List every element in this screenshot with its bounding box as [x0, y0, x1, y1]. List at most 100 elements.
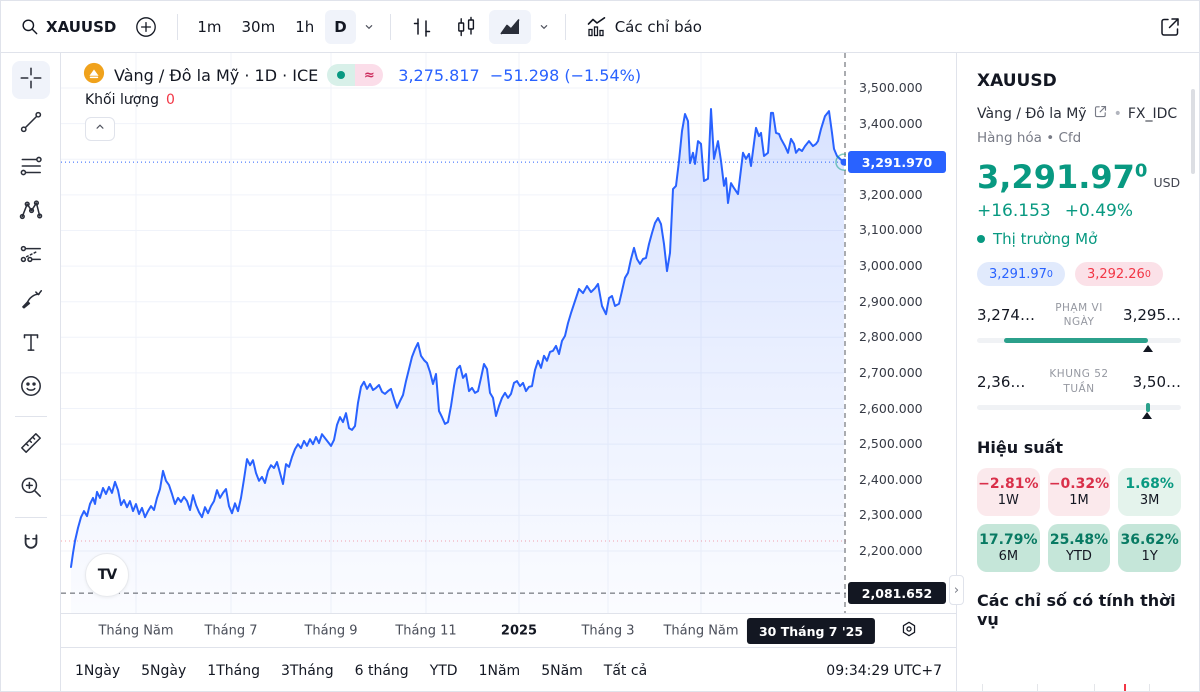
day-range-block: 3,274… PHẠM VI NGÀY 3,295… [977, 301, 1181, 353]
publish-button[interactable] [1149, 10, 1191, 44]
indicators-icon [585, 15, 609, 39]
range-1y[interactable]: 1Năm [478, 662, 521, 679]
crosshair-tool[interactable] [11, 61, 50, 99]
text-tool[interactable] [12, 325, 50, 363]
tools-divider [14, 517, 47, 518]
trend-line-tool[interactable] [12, 105, 50, 143]
tradingview-logo[interactable]: TV [85, 553, 129, 597]
zoom-in-tool[interactable] [12, 470, 50, 508]
range-3m[interactable]: 3Tháng [280, 662, 334, 679]
range-1d[interactable]: 1Ngày [75, 662, 121, 679]
range-5d[interactable]: 5Ngày [141, 662, 187, 679]
price-tick: 3,000.000 [859, 258, 923, 274]
crosshair-date-badge: 30 Tháng 7 '25 [746, 618, 876, 644]
bars-chart-icon [410, 15, 434, 39]
day-range-fill [1003, 338, 1149, 344]
top-toolbar: XAUUSD 1m 30m 1h D Các chỉ báo [1, 1, 1199, 53]
price-tick: 2,600.000 [859, 400, 923, 416]
smiley-icon [18, 373, 44, 403]
perf-tile-3m: 1.68% 3M [1118, 467, 1181, 516]
market-open-dot-icon [977, 235, 985, 243]
week52-tick [1146, 402, 1151, 412]
range-1m[interactable]: 1Tháng [207, 662, 260, 679]
low-price-badge: 2,081.652 [848, 582, 946, 605]
time-tick: 2025 [500, 623, 538, 638]
compare-add-button[interactable] [125, 10, 167, 44]
price-tick: 2,700.000 [859, 364, 923, 380]
price-axis[interactable]: 3,500.000 3,400.000 3,200.000 3,100.000 3,00… [846, 53, 956, 613]
day-range-label: PHẠM VI NGÀY [1055, 302, 1103, 329]
external-link-icon [1158, 15, 1182, 39]
chart-pane[interactable]: Vàng / Đô la Mỹ · 1D · ICE ≈ 3,275.817 −… [61, 53, 846, 613]
emoji-tool[interactable] [12, 369, 50, 407]
range-all[interactable]: Tất cả [603, 662, 648, 679]
drawing-toolbar [1, 53, 61, 691]
timeframe-1h[interactable]: 1h [286, 10, 323, 44]
projection-tool[interactable] [12, 237, 50, 275]
zoom-in-icon [18, 474, 44, 504]
timeframe-30m[interactable]: 30m [232, 10, 284, 44]
plus-circle-icon [134, 15, 158, 39]
external-link-icon[interactable] [1093, 104, 1108, 123]
range-6m[interactable]: 6 tháng [354, 662, 409, 679]
fib-retracement-icon [18, 153, 44, 183]
tools-divider [14, 416, 47, 417]
indicators-button[interactable]: Các chỉ báo [576, 10, 711, 44]
day-range-track [977, 338, 1181, 344]
perf-tile-6m: 17.79% 6M [977, 523, 1040, 572]
xabcd-pattern-tool[interactable] [12, 193, 50, 231]
measure-tool[interactable] [12, 426, 50, 464]
panel-collapse-button[interactable]: › [949, 575, 964, 605]
crosshair-icon [18, 65, 44, 95]
brush-tool[interactable] [12, 281, 50, 319]
legend-collapse-button[interactable] [85, 117, 115, 141]
seasonality-title: Các chỉ số có tính thời vụ [977, 590, 1176, 629]
panel-exchange: FX_IDC [1127, 105, 1178, 122]
day-range-low: 3,274… [977, 306, 1035, 325]
perf-tile-1m: −0.32% 1M [1047, 467, 1111, 516]
bid-pill[interactable]: 3,291.97 0 [977, 262, 1065, 286]
range-5y[interactable]: 5Năm [541, 662, 583, 679]
ask-pill[interactable]: 3,292.26 0 [1074, 262, 1163, 286]
price-tick: 3,200.000 [859, 186, 923, 202]
market-open-dot-icon [327, 64, 356, 86]
candles-style-button[interactable] [445, 10, 487, 44]
fib-retracement-tool[interactable] [12, 149, 50, 187]
gear-icon [900, 619, 919, 642]
toolbar-separator [564, 13, 566, 40]
price-tick: 2,400.000 [859, 471, 923, 487]
week52-track [977, 402, 1181, 412]
panel-change: +16.153 +0.49% [977, 201, 1133, 221]
indicators-label: Các chỉ báo [614, 17, 702, 36]
range-ytd[interactable]: YTD [429, 662, 458, 679]
timeframe-dropdown[interactable] [358, 10, 380, 44]
current-price-badge: 3,291.970 [848, 151, 946, 174]
area-style-button[interactable] [488, 9, 531, 44]
perf-tile-1w: −2.81% 1W [977, 467, 1040, 516]
price-tick: 2,900.000 [859, 293, 923, 309]
time-axis[interactable]: 30 Tháng 7 '25 Tháng Năm Tháng 7 Tháng 9 Th… [61, 613, 956, 647]
panel-scrollbar-thumb[interactable] [1191, 89, 1195, 174]
price-chart[interactable] [61, 53, 846, 613]
timeframe-1d[interactable]: D [325, 9, 356, 44]
volume-value: 0 [166, 92, 175, 108]
projection-icon [18, 241, 44, 271]
brush-icon [18, 285, 44, 315]
timeframe-group: 1m 30m 1h D [188, 9, 380, 44]
axis-settings-button[interactable] [900, 619, 919, 642]
volume-legend: Khối lượng 0 [85, 92, 175, 108]
chart-legend: Vàng / Đô la Mỹ · 1D · ICE ≈ 3,275.817 −… [83, 62, 641, 88]
perf-tile-1y: 36.62% 1Y [1118, 523, 1181, 572]
toolbar-separator [389, 13, 391, 40]
timeframe-1m[interactable]: 1m [188, 10, 230, 44]
time-tick: Tháng Năm [663, 623, 739, 638]
price-tick: 2,300.000 [859, 507, 923, 523]
status-pill[interactable]: ≈ [327, 64, 384, 86]
gold-coin-icon [83, 62, 105, 88]
bars-style-button[interactable] [401, 10, 443, 44]
panel-symbol-name: Vàng / Đô la Mỹ [977, 105, 1087, 122]
chart-style-dropdown[interactable] [533, 10, 555, 44]
magnet-tool[interactable] [12, 527, 50, 565]
symbol-search-button[interactable]: XAUUSD [11, 10, 125, 44]
price-tick: 2,500.000 [859, 436, 923, 452]
